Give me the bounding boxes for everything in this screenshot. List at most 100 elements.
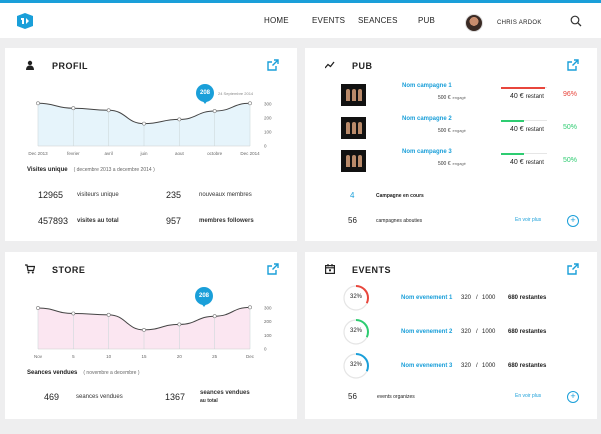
chart-point[interactable] [36,101,40,106]
chart-x-tick-label: Dec 2013 [28,151,48,156]
user-name[interactable]: CHRIS ARDOK [497,20,542,26]
chart-y-tick-label: 100 [264,333,272,338]
campaign-thumbnail[interactable] [341,117,366,139]
card-title: EVENTS [352,265,392,275]
campaign-progress-bar [501,119,547,122]
campaign-engaged-label: engagé [452,161,466,166]
chart-point[interactable] [36,306,40,310]
campaign-rest: 40 € restant [510,126,544,133]
campaign-name[interactable]: Nom campagne 2 [402,116,452,122]
stat-label: seances vendues [76,394,123,400]
chart-point[interactable] [248,305,252,310]
campaign-rest-label: restant [525,127,544,133]
event-name[interactable]: Nom evenement 2 [401,329,453,335]
event-separator: / [476,329,478,335]
event-separator: / [476,295,478,301]
external-link-icon[interactable] [567,263,579,275]
chart-x-tick-label: Dec 2014 [240,151,260,156]
visits-subtitle-label: Visites unique [27,167,68,173]
chart-x-tick-label: fevrier [67,151,80,156]
event-name[interactable]: Nom evenement 3 [401,363,453,369]
campaign-rest-value: 40 € [510,159,524,166]
chart-y-tick-label: 300 [264,306,272,311]
card-title: PROFIL [52,61,88,71]
chart-x-tick-label: Nov [34,354,43,359]
campaign-percent: 50% [563,157,578,164]
campaigns-in-progress-label: Campagne en cours [376,193,424,199]
chart-point[interactable] [71,311,76,316]
see-more-link[interactable]: En voir plus [515,217,542,223]
event-total: 1000 [482,329,496,335]
chart-point[interactable] [106,312,111,317]
chart-x-tick-label: aout [175,151,185,156]
search-icon[interactable] [570,15,582,27]
stat-value: 1367 [165,392,186,402]
stat-value: 957 [166,216,182,226]
app-logo-icon[interactable] [16,13,34,29]
chart-point[interactable] [248,101,252,106]
visits-range: ( decembre 2013 a decembre 2014 ) [73,167,155,173]
chart-point[interactable] [212,109,217,113]
campaign-progress-bar [501,86,547,89]
trending-icon [325,61,335,69]
chart-y-tick-label: 200 [264,116,272,121]
profil-chart: Dec 2013 fevrier avril juin aout octobre Dec 2… [28,101,272,156]
nav-pub[interactable]: PUB [418,16,436,25]
event-progress-arc [343,285,369,311]
chart-point[interactable] [177,117,182,122]
stat-value: 12965 [38,190,64,200]
campaigns-in-progress-value: 4 [350,191,355,200]
nav-home[interactable]: HOME [264,16,289,25]
chart-tooltip-bubble: 208 [195,287,213,307]
event-sold: 320 [461,295,472,301]
campaign-rest-value: 40 € [510,126,524,133]
campaign-percent: 50% [563,124,578,131]
campaign-name[interactable]: Nom campagne 1 [402,83,452,89]
external-link-icon[interactable] [567,59,579,71]
stat-label: seances vendues [200,390,250,396]
campaign-thumbnail[interactable] [341,150,366,172]
chart-tooltip-date: 24 Septembre 2014 [218,91,254,96]
chart-point[interactable] [212,314,217,319]
campaigns-done-value: 56 [348,216,357,225]
chart-point[interactable] [177,322,182,327]
chart-y-tick-label: 100 [264,130,272,135]
external-link-icon[interactable] [267,263,279,275]
campaign-engaged-value: 500 € [438,95,451,101]
stat-value: 235 [166,190,182,200]
stat-value: 469 [44,392,60,402]
event-percent: 32% [349,328,362,334]
external-link-icon[interactable] [267,59,279,71]
nav-events[interactable]: EVENTS [312,16,346,25]
event-total: 1000 [482,295,496,301]
chart-y-tick-label: 300 [264,102,272,107]
chart-x-tick-label: 15 [141,354,147,359]
chart-point[interactable] [142,121,146,126]
campaign-progress-fill [501,86,546,89]
nav-seances[interactable]: SEANCES [358,16,398,25]
campaign-rest-value: 40 € [510,93,524,100]
chart-point[interactable] [71,106,76,111]
campaign-thumbnail[interactable] [341,84,366,106]
pub-card: PUB Nom campagne 1 500 € engagé 40 € restan… [305,48,597,241]
event-progress-ring [343,319,369,345]
event-remaining: 680 restantes [508,363,547,369]
campaign-percent: 96% [563,91,578,98]
store-card: STORE Nov 5 10 15 20 25 Dec 300 200 100 0 208 Sean… [5,252,297,419]
event-total: 1000 [482,363,496,369]
avatar[interactable] [465,14,483,32]
add-event-button[interactable]: + [567,391,579,403]
campaign-engaged-value: 500 € [438,161,451,167]
event-progress-ring [343,353,369,379]
chart-point[interactable] [106,108,111,113]
event-name[interactable]: Nom evenement 1 [401,295,453,301]
campaign-name[interactable]: Nom campagne 3 [402,149,452,155]
campaign-rest: 40 € restant [510,159,544,166]
chart-x-tick-label: avril [105,151,113,156]
add-campaign-button[interactable]: + [567,215,579,227]
event-remaining: 680 restantes [508,329,547,335]
see-more-link[interactable]: En voir plus [515,393,542,399]
chart-point[interactable] [142,327,146,332]
top-navbar: HOME EVENTS SEANCES PUB CHRIS ARDOK [0,0,601,38]
chart-x-tick-label: 25 [212,354,218,359]
